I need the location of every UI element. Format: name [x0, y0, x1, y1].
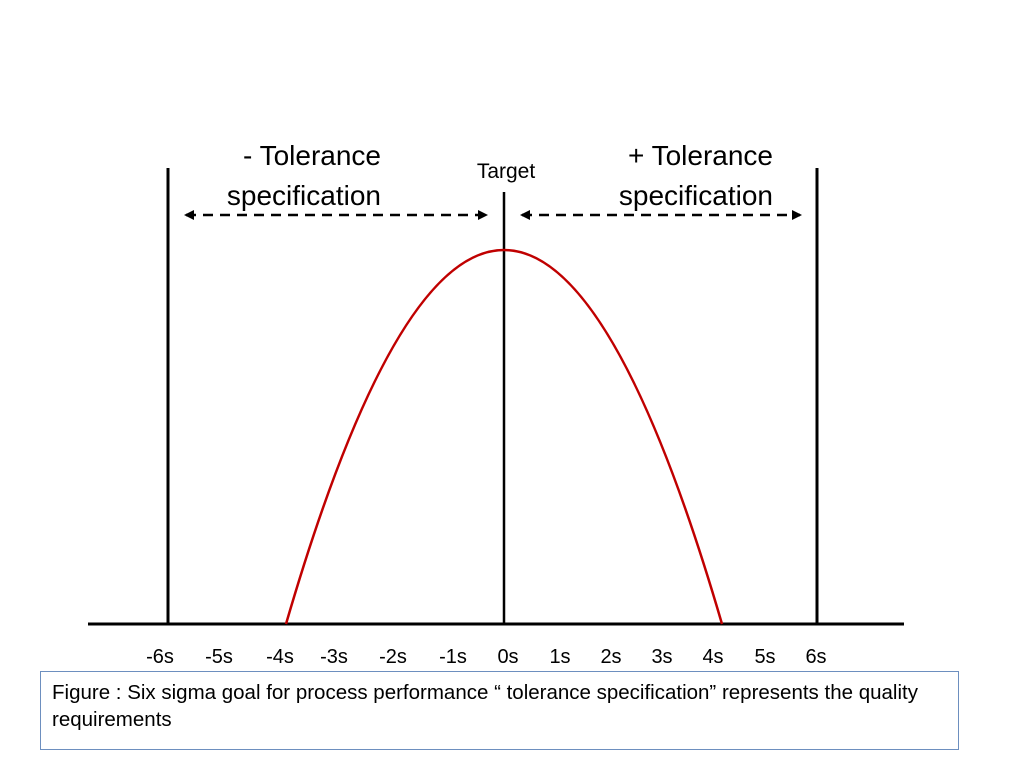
axis-tick-label: -3s	[320, 646, 348, 668]
axis-tick-label: -5s	[205, 646, 233, 668]
axis-tick-label: -6s	[146, 646, 174, 668]
plus-tolerance-label-line2: specification	[619, 180, 773, 211]
axis-tick-label: 3s	[651, 646, 672, 668]
target-label: Target	[477, 160, 536, 183]
plus-tolerance-label-line1: + Tolerance	[628, 140, 773, 171]
distribution-curve	[284, 249, 724, 625]
axis-tick-label: -1s	[439, 646, 467, 668]
axis-tick-label: -2s	[379, 646, 407, 668]
axis-tick-label: -4s	[266, 646, 294, 668]
minus-tolerance-label-line2: specification	[227, 180, 381, 211]
figure-caption: Figure : Six sigma goal for process perf…	[52, 681, 918, 731]
axis-tick-label: 4s	[702, 646, 723, 668]
axis-tick-label: 0s	[497, 646, 518, 668]
axis-tick-label: 6s	[805, 646, 826, 668]
figure-caption-box: Figure : Six sigma goal for process perf…	[40, 671, 959, 750]
minus-tolerance-label-line1: - Tolerance	[243, 140, 381, 171]
axis-tick-label: 2s	[600, 646, 621, 668]
axis-tick-label: 1s	[549, 646, 570, 668]
axis-tick-labels: -6s -5s -4s -3s -2s -1s 0s 1s 2s 3s 4s 5s 6s	[146, 646, 826, 668]
axis-tick-label: 5s	[754, 646, 775, 668]
